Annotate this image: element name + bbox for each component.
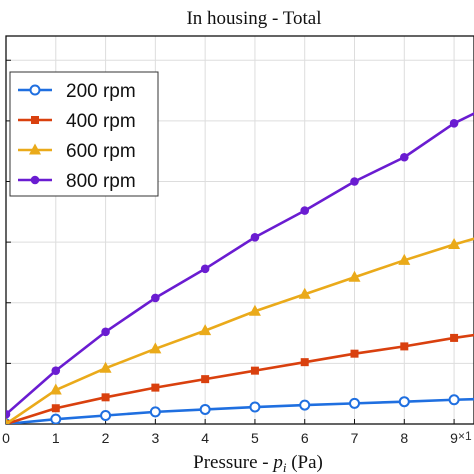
x-tick-label-6: 6: [301, 430, 309, 446]
series-0-point-5: [249, 401, 261, 413]
x-axis-label-subscript: i: [283, 460, 287, 474]
legend-marker-3: [30, 175, 40, 185]
x-tick-label-9: 9: [450, 430, 458, 446]
legend-item-1: 400 rpm: [18, 111, 136, 132]
x-tick-labels: 0 1 2 3 4 5 6 7 8 9: [2, 430, 458, 446]
legend-label-0: 200 rpm: [66, 81, 136, 102]
legend-marker-0: [29, 84, 41, 96]
series-0-point-8: [398, 396, 410, 408]
series-1: [6, 333, 474, 424]
series-1-point-7: [350, 349, 359, 358]
x-axis-label-prefix: Pressure -: [193, 452, 273, 473]
series-0-point-3: [149, 406, 161, 418]
series-2-point-6: [298, 287, 311, 299]
series-2-point-1: [49, 383, 62, 395]
series-3-point-7: [350, 177, 359, 186]
legend-item-0: 200 rpm: [18, 81, 136, 102]
series-0-point-6: [299, 399, 311, 411]
series-2-point-5: [248, 304, 261, 316]
series-3-point-4: [200, 264, 210, 274]
legend: 200 rpm 400 rpm 600 rpm 800 rpm: [9, 71, 159, 197]
legend-marker-1: [31, 116, 39, 124]
chart-title: In housing - Total: [186, 8, 321, 29]
series-3-point-3: [151, 293, 160, 303]
series-layer: [6, 112, 474, 424]
legend-item-3: 800 rpm: [18, 171, 136, 192]
series-0: [6, 394, 474, 424]
series-2-point-4: [199, 324, 212, 336]
x-axis-exponent-note: ×1: [458, 429, 472, 443]
series-3-point-8: [399, 152, 409, 162]
series-2-point-7: [348, 270, 361, 282]
plot-area-frame: [5, 35, 474, 425]
series-1-point-4: [201, 375, 210, 384]
legend-label-1: 400 rpm: [66, 111, 136, 132]
series-1-point-6: [300, 358, 309, 367]
series-1-point-8: [400, 342, 409, 351]
x-tick-label-5: 5: [251, 430, 259, 446]
series-3: [6, 112, 474, 419]
series-3-point-0: [6, 410, 11, 419]
series-2: [6, 237, 474, 424]
series-2-point-3: [149, 342, 162, 354]
x-tick-label-8: 8: [400, 430, 408, 446]
series-3-point-6: [300, 206, 310, 215]
series-3-point-5: [250, 232, 260, 242]
legend-label-3: 800 rpm: [66, 171, 136, 192]
series-1-point-2: [101, 393, 110, 402]
legend-label-2: 600 rpm: [66, 141, 136, 162]
series-3-point-1: [51, 366, 61, 375]
series-3-point-9: [449, 119, 459, 128]
series-0-point-4: [199, 403, 211, 415]
series-0-point-1: [50, 413, 62, 424]
x-tick-label-7: 7: [351, 430, 359, 446]
legend-item-2: 600 rpm: [18, 141, 136, 162]
series-0-point-9: [448, 394, 460, 406]
x-axis-label-symbol: p: [271, 452, 283, 473]
x-tick-label-3: 3: [151, 430, 159, 446]
series-3-point-2: [101, 327, 110, 337]
series-1-point-3: [151, 383, 160, 392]
legend-marker-2: [29, 143, 41, 155]
series-1-point-1: [51, 404, 60, 413]
series-0-point-2: [100, 410, 112, 422]
series-2-point-2: [99, 361, 112, 373]
series-2-point-9: [448, 238, 461, 250]
x-axis-label-unit: (Pa): [286, 452, 322, 473]
x-axis-label: Pressure - pi (Pa): [193, 452, 323, 474]
x-tick-label-1: 1: [52, 430, 60, 446]
x-tick-label-2: 2: [102, 430, 110, 446]
series-0-point-7: [349, 397, 361, 409]
series-1-point-9: [450, 333, 459, 342]
series-2-point-0: [6, 417, 10, 424]
series-1-point-5: [250, 366, 259, 375]
x-tick-label-4: 4: [201, 430, 209, 446]
x-tick-label-0: 0: [2, 430, 10, 446]
series-2-point-8: [398, 253, 411, 265]
